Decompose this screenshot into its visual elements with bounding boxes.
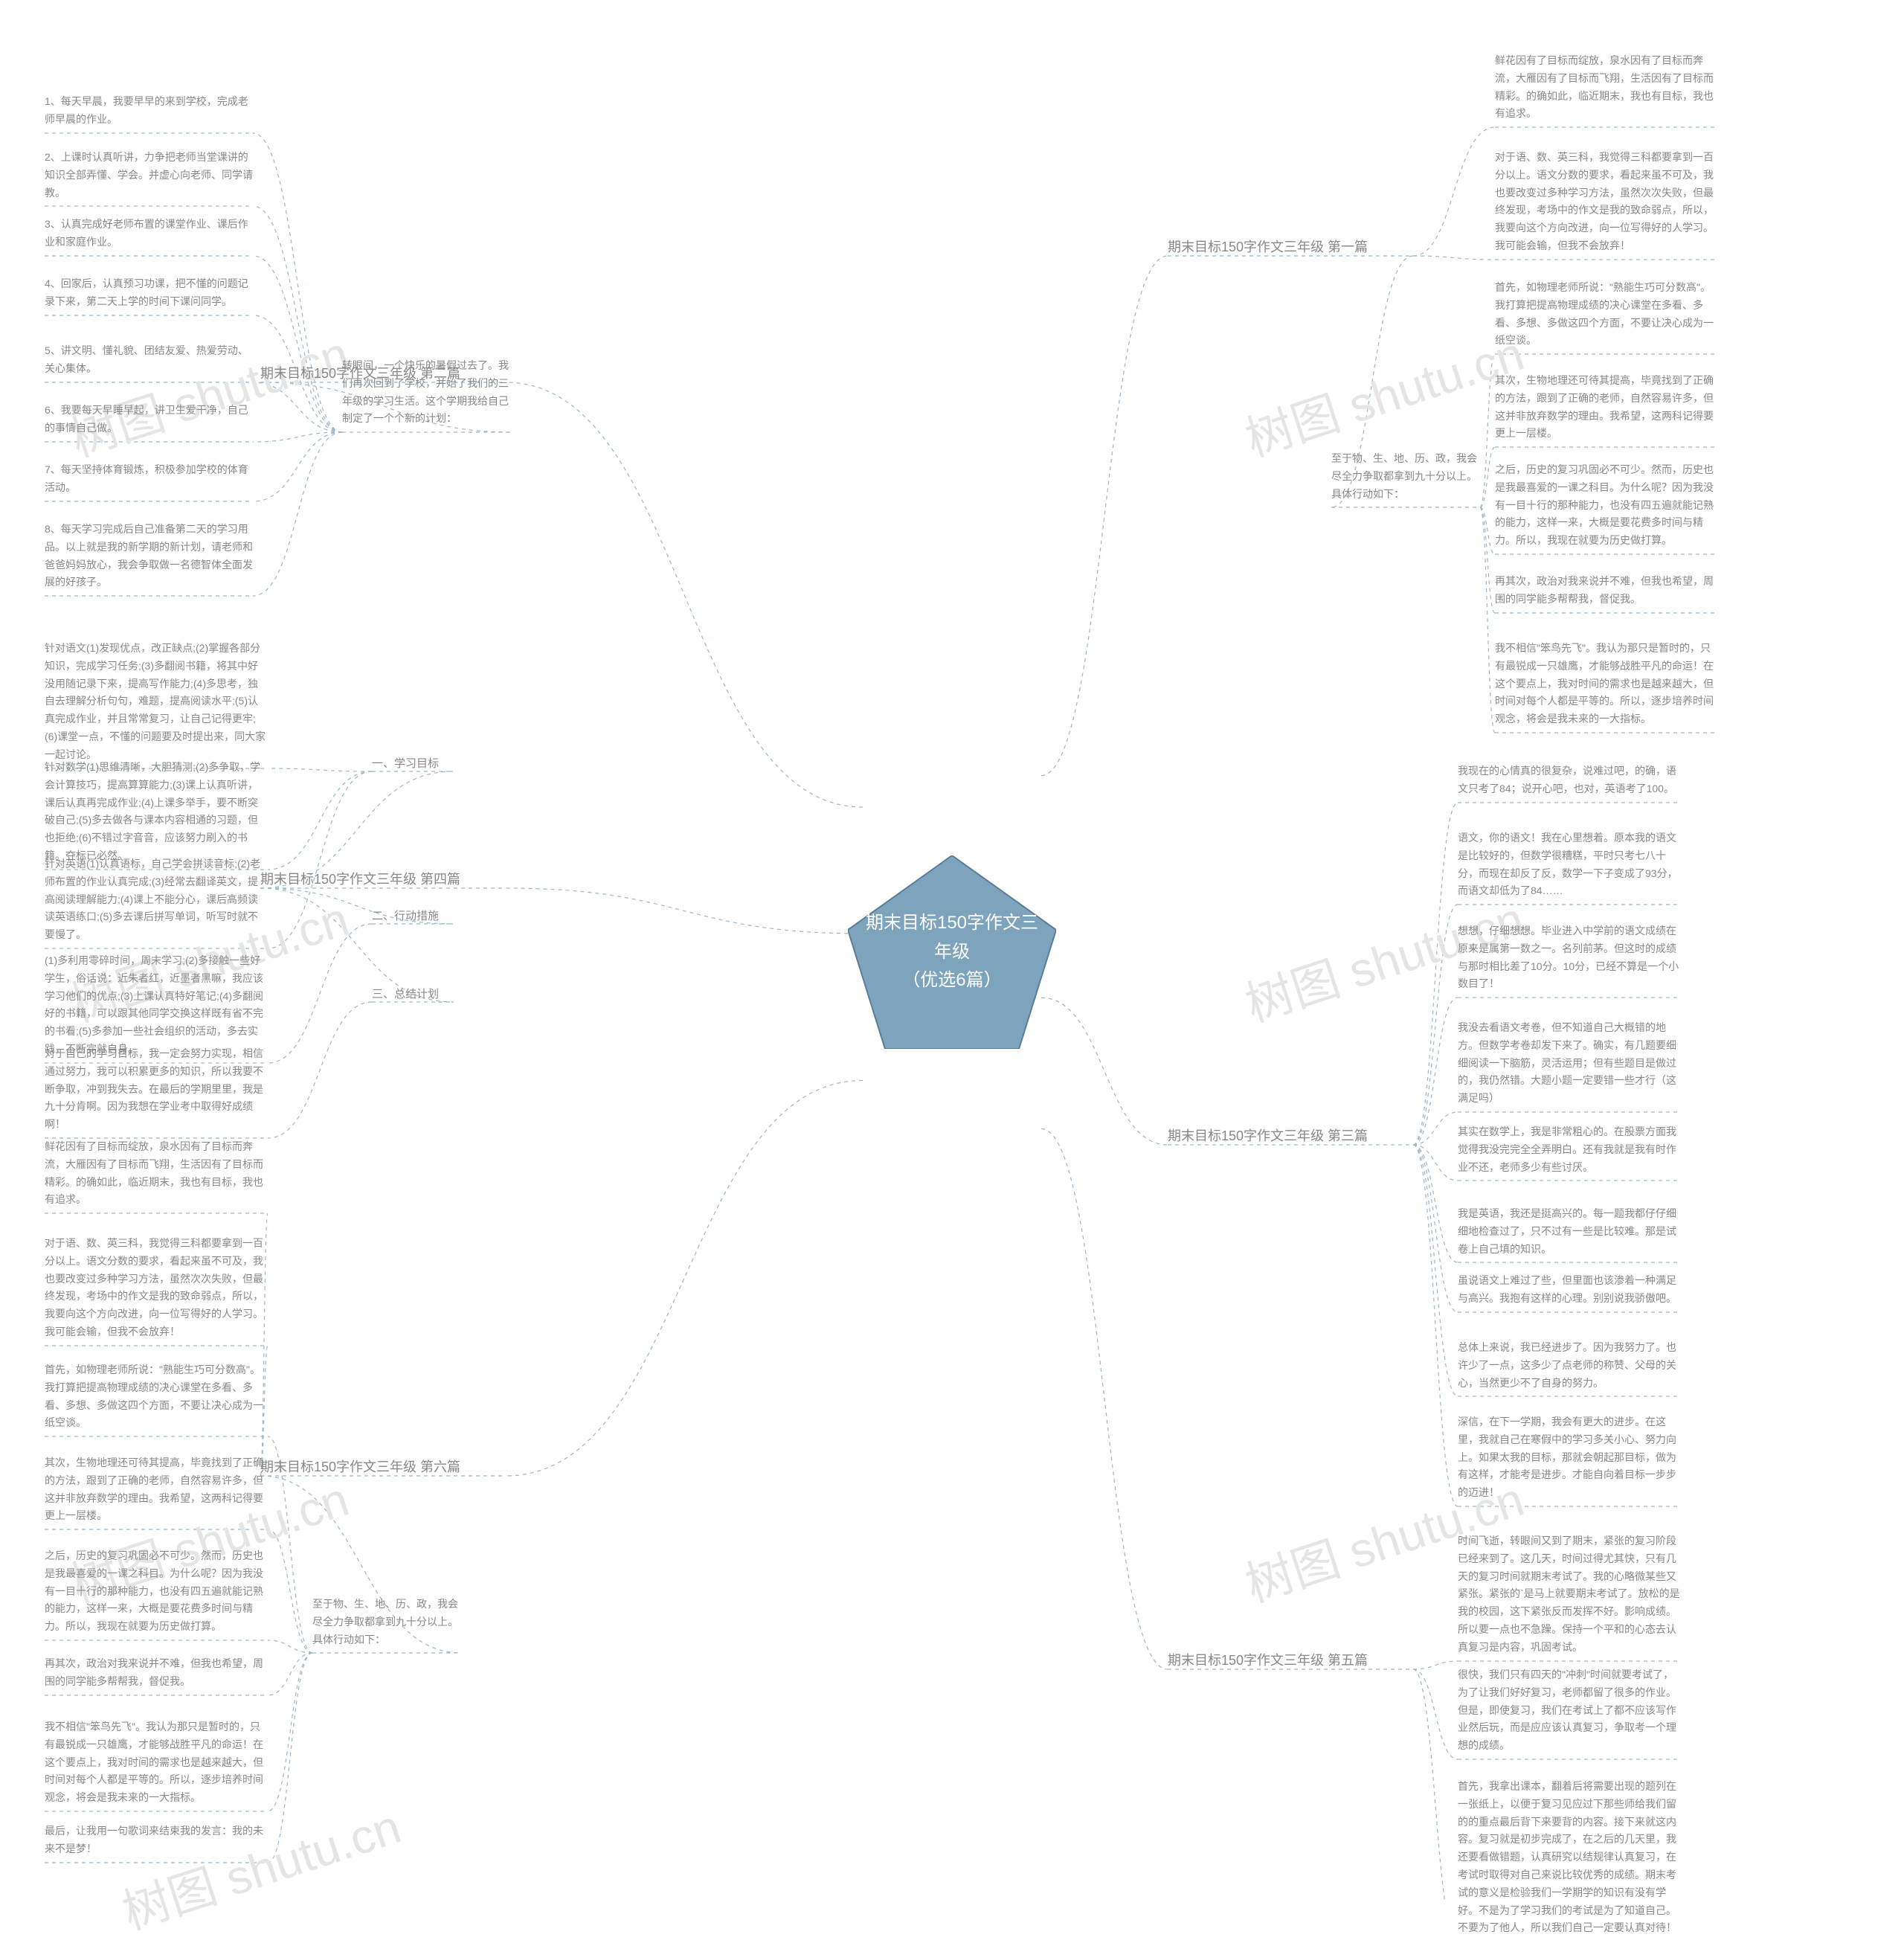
leaf-b4-0: 针对语文(1)发现优点，改正缺点;(2)掌握各部分知识，完成学习任务;(3)多翻…: [45, 640, 268, 767]
leaf-b4-1: 针对数学(1)思维清晰，大胆猜测;(2)多争取，学会计算技巧，提高算算能力;(3…: [45, 759, 268, 868]
branch-b6: 期末目标150字作文三年级 第六篇: [260, 1457, 460, 1480]
leaf-b2-4: 5、讲文明、懂礼貌、团结友爱、热爱劳动、关心集体。: [45, 342, 253, 381]
leaf-b1-2: 首先，如物理老师所说："熟能生巧可分数高"。我打算把提高物理成绩的决心课堂在多看…: [1495, 279, 1718, 353]
leaf-b1-6: 我不相信"笨鸟先飞"。我认为那只是暂时的，只有最锐成一只雄鹰，才能够战胜平凡的命…: [1495, 640, 1718, 731]
center-title-line2: （优选6篇）: [863, 966, 1041, 995]
leaf-b6-3: 其次，生物地理还可待其提高，毕竟找到了正确的方法，跟到了正确的老师，自然容易许多…: [45, 1454, 268, 1528]
leaf-b1-0: 鲜花因有了目标而绽放，泉水因有了目标而奔流，大雁因有了目标而飞翔，生活因有了目标…: [1495, 52, 1718, 126]
leaf-b1-5: 再其次，政治对我来说并不难，但我也希望，周围的同学能多帮帮我，督促我。: [1495, 573, 1718, 611]
leaf-b6-4: 之后，历史的复习巩固必不可少。然而，历史也是我最喜爱的一课之科目。为什么呢？因为…: [45, 1547, 268, 1639]
center-title-line1: 期末目标150字作文三年级: [863, 909, 1041, 966]
leaf-b4-2: 针对英语(1)认真语标，自己学会拼读音标;(2)老师布置的作业认真完成;(3)经…: [45, 855, 268, 947]
branch-b1: 期末目标150字作文三年级 第一篇: [1168, 237, 1368, 260]
leaf-b2-2: 3、认真完成好老师布置的课堂作业、课后作业和家庭作业。: [45, 216, 253, 254]
leaf-b2-1: 2、上课时认真听讲，力争把老师当堂课讲的知识全部弄懂、学会。并虚心向老师、同学请…: [45, 149, 253, 205]
leaf-b5-1: 很快，我们只有四天的"冲刺"时间就要考试了，为了让我们好好复习，老师都留了很多的…: [1458, 1666, 1681, 1758]
leaf-b2-0: 1、每天早晨，我要早早的来到学校，完成老师早晨的作业。: [45, 93, 253, 132]
branch-b4: 期末目标150字作文三年级 第四篇: [260, 869, 460, 892]
leaf-b3-8: 深信，在下一学期，我会有更大的进步。在这里，我就自己在寒假中的学习多关小心、努力…: [1458, 1413, 1681, 1505]
branch-b5: 期末目标150字作文三年级 第五篇: [1168, 1650, 1368, 1673]
center-node: 期末目标150字作文三年级 （优选6篇）: [848, 855, 1056, 1049]
leaf-b3-0: 我现在的心情真的很复杂，说难过吧，的确，语文只考了84；说开心吧，也对，英语考了…: [1458, 762, 1681, 801]
leaf-b1-3: 其次，生物地理还可待其提高，毕竟找到了正确的方法，跟到了正确的老师，自然容易许多…: [1495, 372, 1718, 446]
leaf-b1-4: 之后，历史的复习巩固必不可少。然而，历史也是我最喜爱的一课之科目。为什么呢？因为…: [1495, 461, 1718, 553]
sub-b4-0: 一、学习目标: [372, 755, 439, 771]
sub-b4-1: 二、行动措施: [372, 908, 439, 923]
leaf-b1-1: 对于语、数、英三科，我觉得三科都要拿到一百分以上。语文分数的要求，看起来虽不可及…: [1495, 149, 1718, 258]
sub-b4-2: 三、总结计划: [372, 986, 439, 1001]
leaf-b6-0: 鲜花因有了目标而绽放，泉水因有了目标而奔流，大雁因有了目标而飞翔，生活因有了目标…: [45, 1138, 268, 1212]
extra-b6: 至于物、生、地、历、政，我会尽全力争取都拿到九十分以上。具体行动如下：: [312, 1596, 461, 1651]
extra-b1: 至于物、生、地、历、政，我会尽全力争取都拿到九十分以上。具体行动如下：: [1331, 450, 1480, 506]
leaf-b2-3: 4、回家后，认真预习功课，把不懂的问题记录下来，第二天上学的时间下课问同学。: [45, 275, 253, 314]
leaf-b3-4: 其实在数学上，我是非常粗心的。在股票方面我觉得我没完完全全弄明白。还有我就是我有…: [1458, 1123, 1681, 1179]
branch-b3: 期末目标150字作文三年级 第三篇: [1168, 1125, 1368, 1149]
leaf-b6-2: 首先，如物理老师所说："熟能生巧可分数高"。我打算把提高物理成绩的决心课堂在多看…: [45, 1361, 268, 1435]
leaf-b3-6: 虽说语文上难过了些，但里面也该渗着一种满足与高兴。我抱有这样的心理。别别说我骄傲…: [1458, 1272, 1681, 1311]
leaf-b3-5: 我是英语，我还是挺高兴的。每一题我都仔仔细细地检查过了，只不过有一些是比较难。那…: [1458, 1205, 1681, 1261]
leaf-b6-7: 最后，让我用一句歌词来结束我的发言：我的未来不是梦！: [45, 1822, 268, 1861]
leaf-b5-0: 时间飞逝，转眼间又到了期末，紧张的复习阶段已经来到了。这几天，时间过得尤其快，只…: [1458, 1532, 1681, 1660]
leaf-b3-1: 语文，你的语文！我在心里想着。原本我的语文是比较好的，但数学很糟糕，平时只考七八…: [1458, 829, 1681, 903]
leaf-b5-2: 首先，我拿出课本，翻着后将需要出现的题列在一张纸上，以便于复习见应过下那些师给我…: [1458, 1778, 1681, 1940]
leaf-b3-2: 想想，仔细想想。毕业进入中学前的语文成绩在原来是属第一数之一。名列前茅。但这时的…: [1458, 922, 1681, 996]
intro-b2: 转眼间，一个快乐的暑假过去了。我们再次回到了学校，并始了我们的三年级的学习生活。…: [342, 357, 513, 431]
leaf-b2-7: 8、每天学习完成后自己准备第二天的学习用品。以上就是我的新学期的新计划，请老师和…: [45, 521, 253, 594]
leaf-b6-5: 再其次，政治对我来说并不难，但我也希望，周围的同学能多帮帮我，督促我。: [45, 1655, 268, 1694]
leaf-b3-3: 我没去看语文考卷，但不知道自己大概错的地方。但数学考卷却发下来了。确实，有几题要…: [1458, 1019, 1681, 1111]
leaf-b2-6: 7、每天坚持体育锻炼，积极参加学校的体育活动。: [45, 461, 253, 500]
leaf-b3-7: 总体上来说，我已经进步了。因为我努力了。也许少了一点，这多少了点老师的称赞、父母…: [1458, 1339, 1681, 1395]
leaf-b4-4: 对于自己的学习目标，我一定会努力实现，相信通过努力，我可以积累更多的知识，所以我…: [45, 1045, 268, 1137]
leaf-b6-1: 对于语、数、英三科，我觉得三科都要拿到一百分以上。语文分数的要求，看起来虽不可及…: [45, 1235, 268, 1344]
leaf-b2-5: 6、我要每天早睡早起，讲卫生爱干净，自己的事情自己做。: [45, 402, 253, 440]
leaf-b6-6: 我不相信"笨鸟先飞"。我认为那只是暂时的，只有最锐成一只雄鹰，才能够战胜平凡的命…: [45, 1718, 268, 1810]
